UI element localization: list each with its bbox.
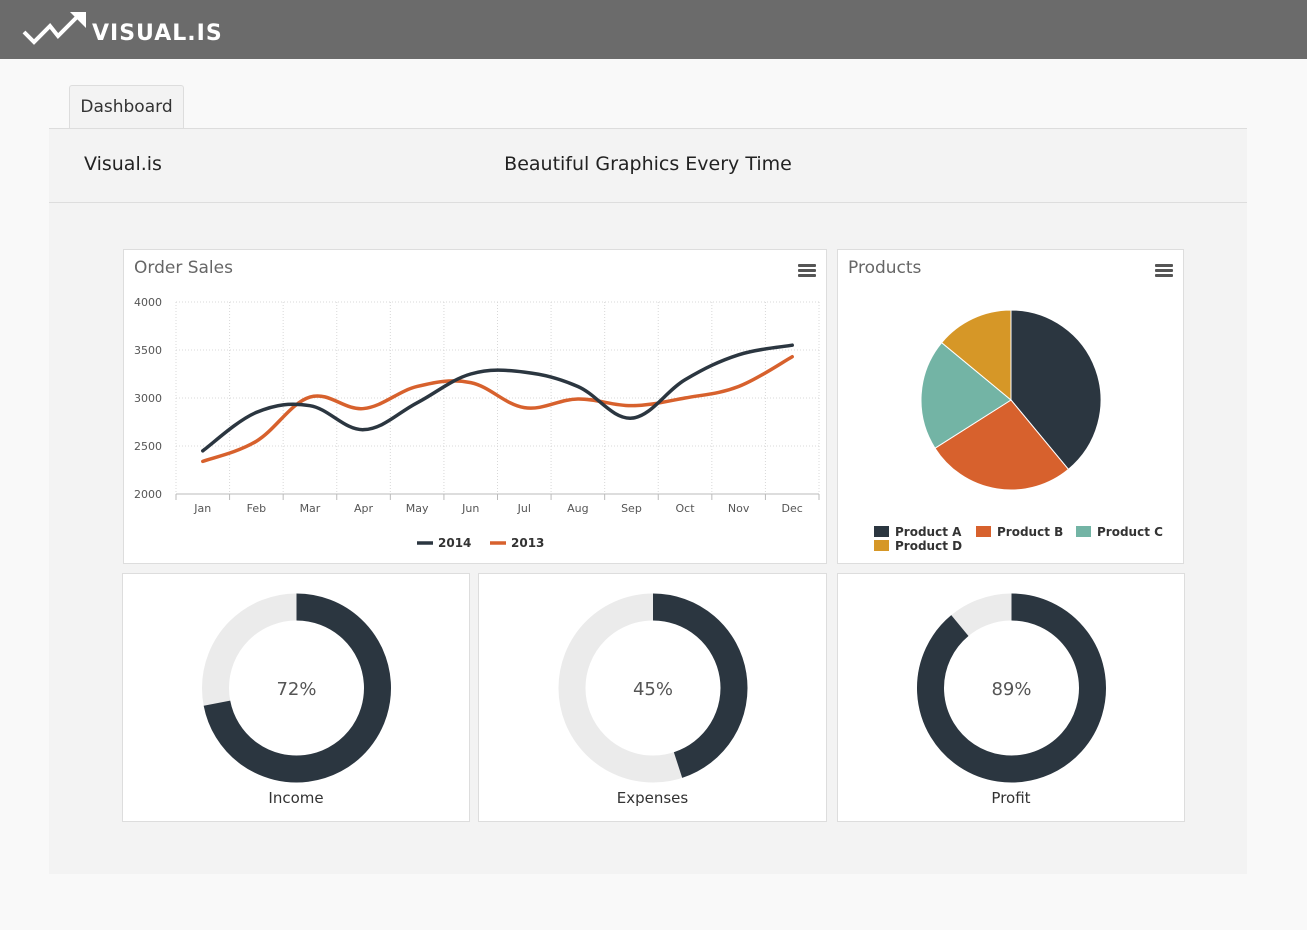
legend-swatch <box>874 526 889 537</box>
legend-label: Product C <box>1097 525 1163 539</box>
x-tick-label: Feb <box>247 502 266 515</box>
legend-swatch <box>874 540 889 551</box>
donut-value-arc <box>203 593 391 783</box>
products-legend: Product A Product B Product C Product D <box>838 525 1185 559</box>
hamburger-menu-icon[interactable] <box>1155 264 1173 278</box>
page-header: Beautiful Graphics Every Time Visual.is <box>49 129 1247 203</box>
profit-donut-chart: 89% <box>917 593 1106 783</box>
y-tick-label: 4000 <box>134 296 162 309</box>
donut-value-text: 72% <box>276 679 316 700</box>
hamburger-menu-icon[interactable] <box>798 264 816 278</box>
x-tick-label: Apr <box>354 502 374 515</box>
x-tick-label: Nov <box>728 502 750 515</box>
legend-item-product-a[interactable]: Product A <box>874 525 961 539</box>
donut-value-arc <box>917 593 1106 783</box>
products-panel: Products Product A Product B Product C P… <box>837 249 1184 564</box>
top-bar: VISUAL.IS <box>0 0 1307 59</box>
pie-slice-product-b <box>934 399 1070 491</box>
expenses-donut-chart: 45% <box>558 593 748 783</box>
x-tick-label: Mar <box>300 502 321 515</box>
donut-value-arc <box>652 593 748 778</box>
logo[interactable]: VISUAL.IS <box>22 10 223 50</box>
income-panel: 72% Income <box>122 573 470 822</box>
x-tick-label: Jan <box>193 502 211 515</box>
legend-item-product-c[interactable]: Product C <box>1076 525 1163 539</box>
x-tick-label: Dec <box>782 502 803 515</box>
order-sales-title: Order Sales <box>134 258 233 278</box>
pie-slice-product-a <box>1010 309 1102 471</box>
trend-arrow-icon <box>22 12 86 45</box>
expenses-label: Expenses <box>616 789 689 807</box>
donut-value-text: 89% <box>991 679 1031 700</box>
tab-dashboard[interactable]: Dashboard <box>69 85 184 129</box>
x-tick-label: Jul <box>517 502 531 515</box>
legend-label: 2013 <box>511 536 544 550</box>
legend-label: Product A <box>895 525 962 539</box>
logo-text: VISUAL.IS <box>92 20 223 46</box>
x-tick-label: Sep <box>621 502 642 515</box>
series-line-2013 <box>201 354 794 464</box>
y-tick-label: 2500 <box>134 440 162 453</box>
x-tick-label: Jun <box>461 502 479 515</box>
legend-item-product-b[interactable]: Product B <box>976 525 1063 539</box>
expenses-panel: 45% Expenses <box>478 573 827 822</box>
page-tagline: Beautiful Graphics Every Time <box>504 153 792 175</box>
legend-item-product-d[interactable]: Product D <box>874 539 962 553</box>
series-line-2014 <box>201 343 794 453</box>
x-tick-label: May <box>406 502 429 515</box>
donut-value-text: 45% <box>633 679 673 700</box>
pie-slice-product-c <box>920 341 1012 449</box>
income-donut-chart: 72% <box>202 593 391 783</box>
pie-slice-product-d <box>940 309 1012 402</box>
x-tick-label: Oct <box>676 502 696 515</box>
order-sales-panel: Order Sales 2000 2500 3000 3500 4000 Jan Feb Ma… <box>123 249 827 564</box>
y-tick-label: 3500 <box>134 344 162 357</box>
profit-panel: 89% Profit <box>837 573 1185 822</box>
y-tick-label: 3000 <box>134 392 162 405</box>
legend-label: 2014 <box>438 536 471 550</box>
profit-label: Profit <box>991 789 1031 807</box>
income-label: Income <box>268 789 324 807</box>
legend-label: Product B <box>997 525 1064 539</box>
page-title: Visual.is <box>84 153 162 175</box>
products-title: Products <box>848 258 922 278</box>
y-tick-label: 2000 <box>134 488 162 501</box>
x-tick-label: Aug <box>567 502 588 515</box>
legend-swatch <box>976 526 991 537</box>
order-sales-chart: 2000 2500 3000 3500 4000 Jan Feb Mar Apr May Jun Ju… <box>134 296 820 550</box>
legend-swatch <box>1076 526 1091 537</box>
legend-label: Product D <box>895 539 963 553</box>
products-pie-chart <box>920 309 1102 491</box>
